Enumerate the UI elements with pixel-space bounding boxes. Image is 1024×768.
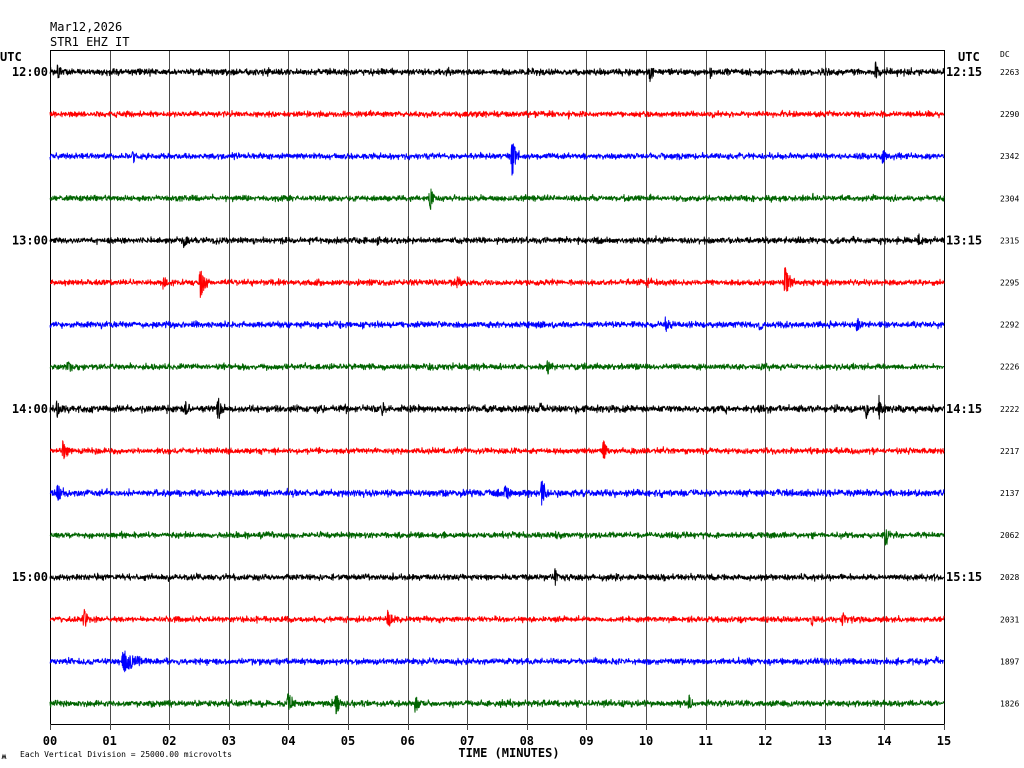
hour-label-right-0: 12:15 bbox=[946, 65, 982, 79]
dc-value-4: 2315 bbox=[1000, 236, 1019, 245]
x-tick-label-0: 00 bbox=[43, 734, 57, 748]
hour-label-left-4: 13:00 bbox=[12, 233, 48, 247]
station-label: STR1 EHZ IT bbox=[50, 35, 129, 49]
x-tick-label-9: 09 bbox=[579, 734, 593, 748]
dc-value-6: 2292 bbox=[1000, 321, 1019, 330]
x-tick-label-7: 07 bbox=[460, 734, 474, 748]
dc-value-12: 2028 bbox=[1000, 573, 1019, 582]
plot-frame bbox=[50, 50, 945, 725]
trace-row-9 bbox=[49, 440, 945, 460]
x-tick-label-15: 15 bbox=[937, 734, 951, 748]
dc-value-8: 2222 bbox=[1000, 405, 1019, 414]
hour-label-right-4: 13:15 bbox=[946, 233, 982, 247]
dc-value-2: 2342 bbox=[1000, 152, 1019, 161]
trace-row-1 bbox=[49, 109, 945, 120]
minute-gridlines bbox=[110, 50, 885, 724]
date-label: Mar12,2026 bbox=[50, 20, 122, 34]
hour-label-right-12: 15:15 bbox=[946, 570, 982, 584]
trace-row-6 bbox=[49, 316, 945, 332]
hour-label-right-8: 14:15 bbox=[946, 402, 982, 416]
trace-row-2 bbox=[49, 143, 945, 176]
left-timezone-label: UTC bbox=[0, 50, 22, 64]
dc-value-9: 2217 bbox=[1000, 447, 1019, 456]
x-tick-label-12: 12 bbox=[758, 734, 772, 748]
dc-value-1: 2290 bbox=[1000, 110, 1019, 119]
right-timezone-label: UTC bbox=[958, 50, 980, 64]
trace-row-7 bbox=[49, 360, 945, 375]
dc-heading: DC bbox=[1000, 50, 1010, 59]
trace-row-4 bbox=[49, 233, 945, 249]
dc-value-3: 2304 bbox=[1000, 194, 1019, 203]
x-tick-label-8: 08 bbox=[520, 734, 534, 748]
x-tick-label-14: 14 bbox=[877, 734, 891, 748]
dc-value-14: 1897 bbox=[1000, 657, 1019, 666]
trace-row-13 bbox=[49, 608, 945, 627]
trace-row-15 bbox=[49, 693, 945, 715]
hour-label-left-0: 12:00 bbox=[12, 65, 48, 79]
x-tick-label-13: 13 bbox=[818, 734, 832, 748]
dc-value-13: 2031 bbox=[1000, 615, 1019, 624]
scale-note: Each Vertical Division = 25000.00 microv… bbox=[20, 750, 232, 759]
x-axis-title: TIME (MINUTES) bbox=[458, 746, 559, 760]
dc-value-5: 2295 bbox=[1000, 279, 1019, 288]
trace-row-10 bbox=[49, 480, 945, 506]
x-tick-label-6: 06 bbox=[400, 734, 414, 748]
x-tick-label-10: 10 bbox=[639, 734, 653, 748]
dc-value-15: 1826 bbox=[1000, 700, 1019, 709]
x-tick-label-4: 04 bbox=[281, 734, 295, 748]
trace-row-8 bbox=[49, 394, 945, 420]
x-tick-label-2: 02 bbox=[162, 734, 176, 748]
trace-row-5 bbox=[49, 267, 945, 298]
trace-row-14 bbox=[49, 650, 945, 673]
dc-value-7: 2226 bbox=[1000, 363, 1019, 372]
x-axis-ticks: 00 01 02 03 04 05 06 07 08 09 10 11 12 13 14 15 bbox=[43, 724, 951, 748]
x-tick-label-3: 03 bbox=[222, 734, 236, 748]
row-labels: 12:00 12:15 2263 2290 2342 2304 13:00 13:15 2315… bbox=[12, 65, 1020, 709]
x-tick-label-11: 11 bbox=[698, 734, 712, 748]
hour-label-left-8: 14:00 bbox=[12, 402, 48, 416]
trace-row-12 bbox=[49, 568, 945, 586]
logo-mark-icon bbox=[1, 753, 7, 760]
x-tick-label-5: 05 bbox=[341, 734, 355, 748]
trace-row-11 bbox=[49, 529, 945, 546]
dc-value-11: 2062 bbox=[1000, 531, 1019, 540]
trace-row-3 bbox=[49, 188, 945, 210]
dc-value-0: 2263 bbox=[1000, 68, 1019, 77]
hour-label-left-12: 15:00 bbox=[12, 570, 48, 584]
dc-value-10: 2137 bbox=[1000, 489, 1019, 498]
x-tick-label-1: 01 bbox=[102, 734, 116, 748]
trace-row-0 bbox=[49, 61, 945, 83]
seismic-traces bbox=[49, 61, 945, 715]
